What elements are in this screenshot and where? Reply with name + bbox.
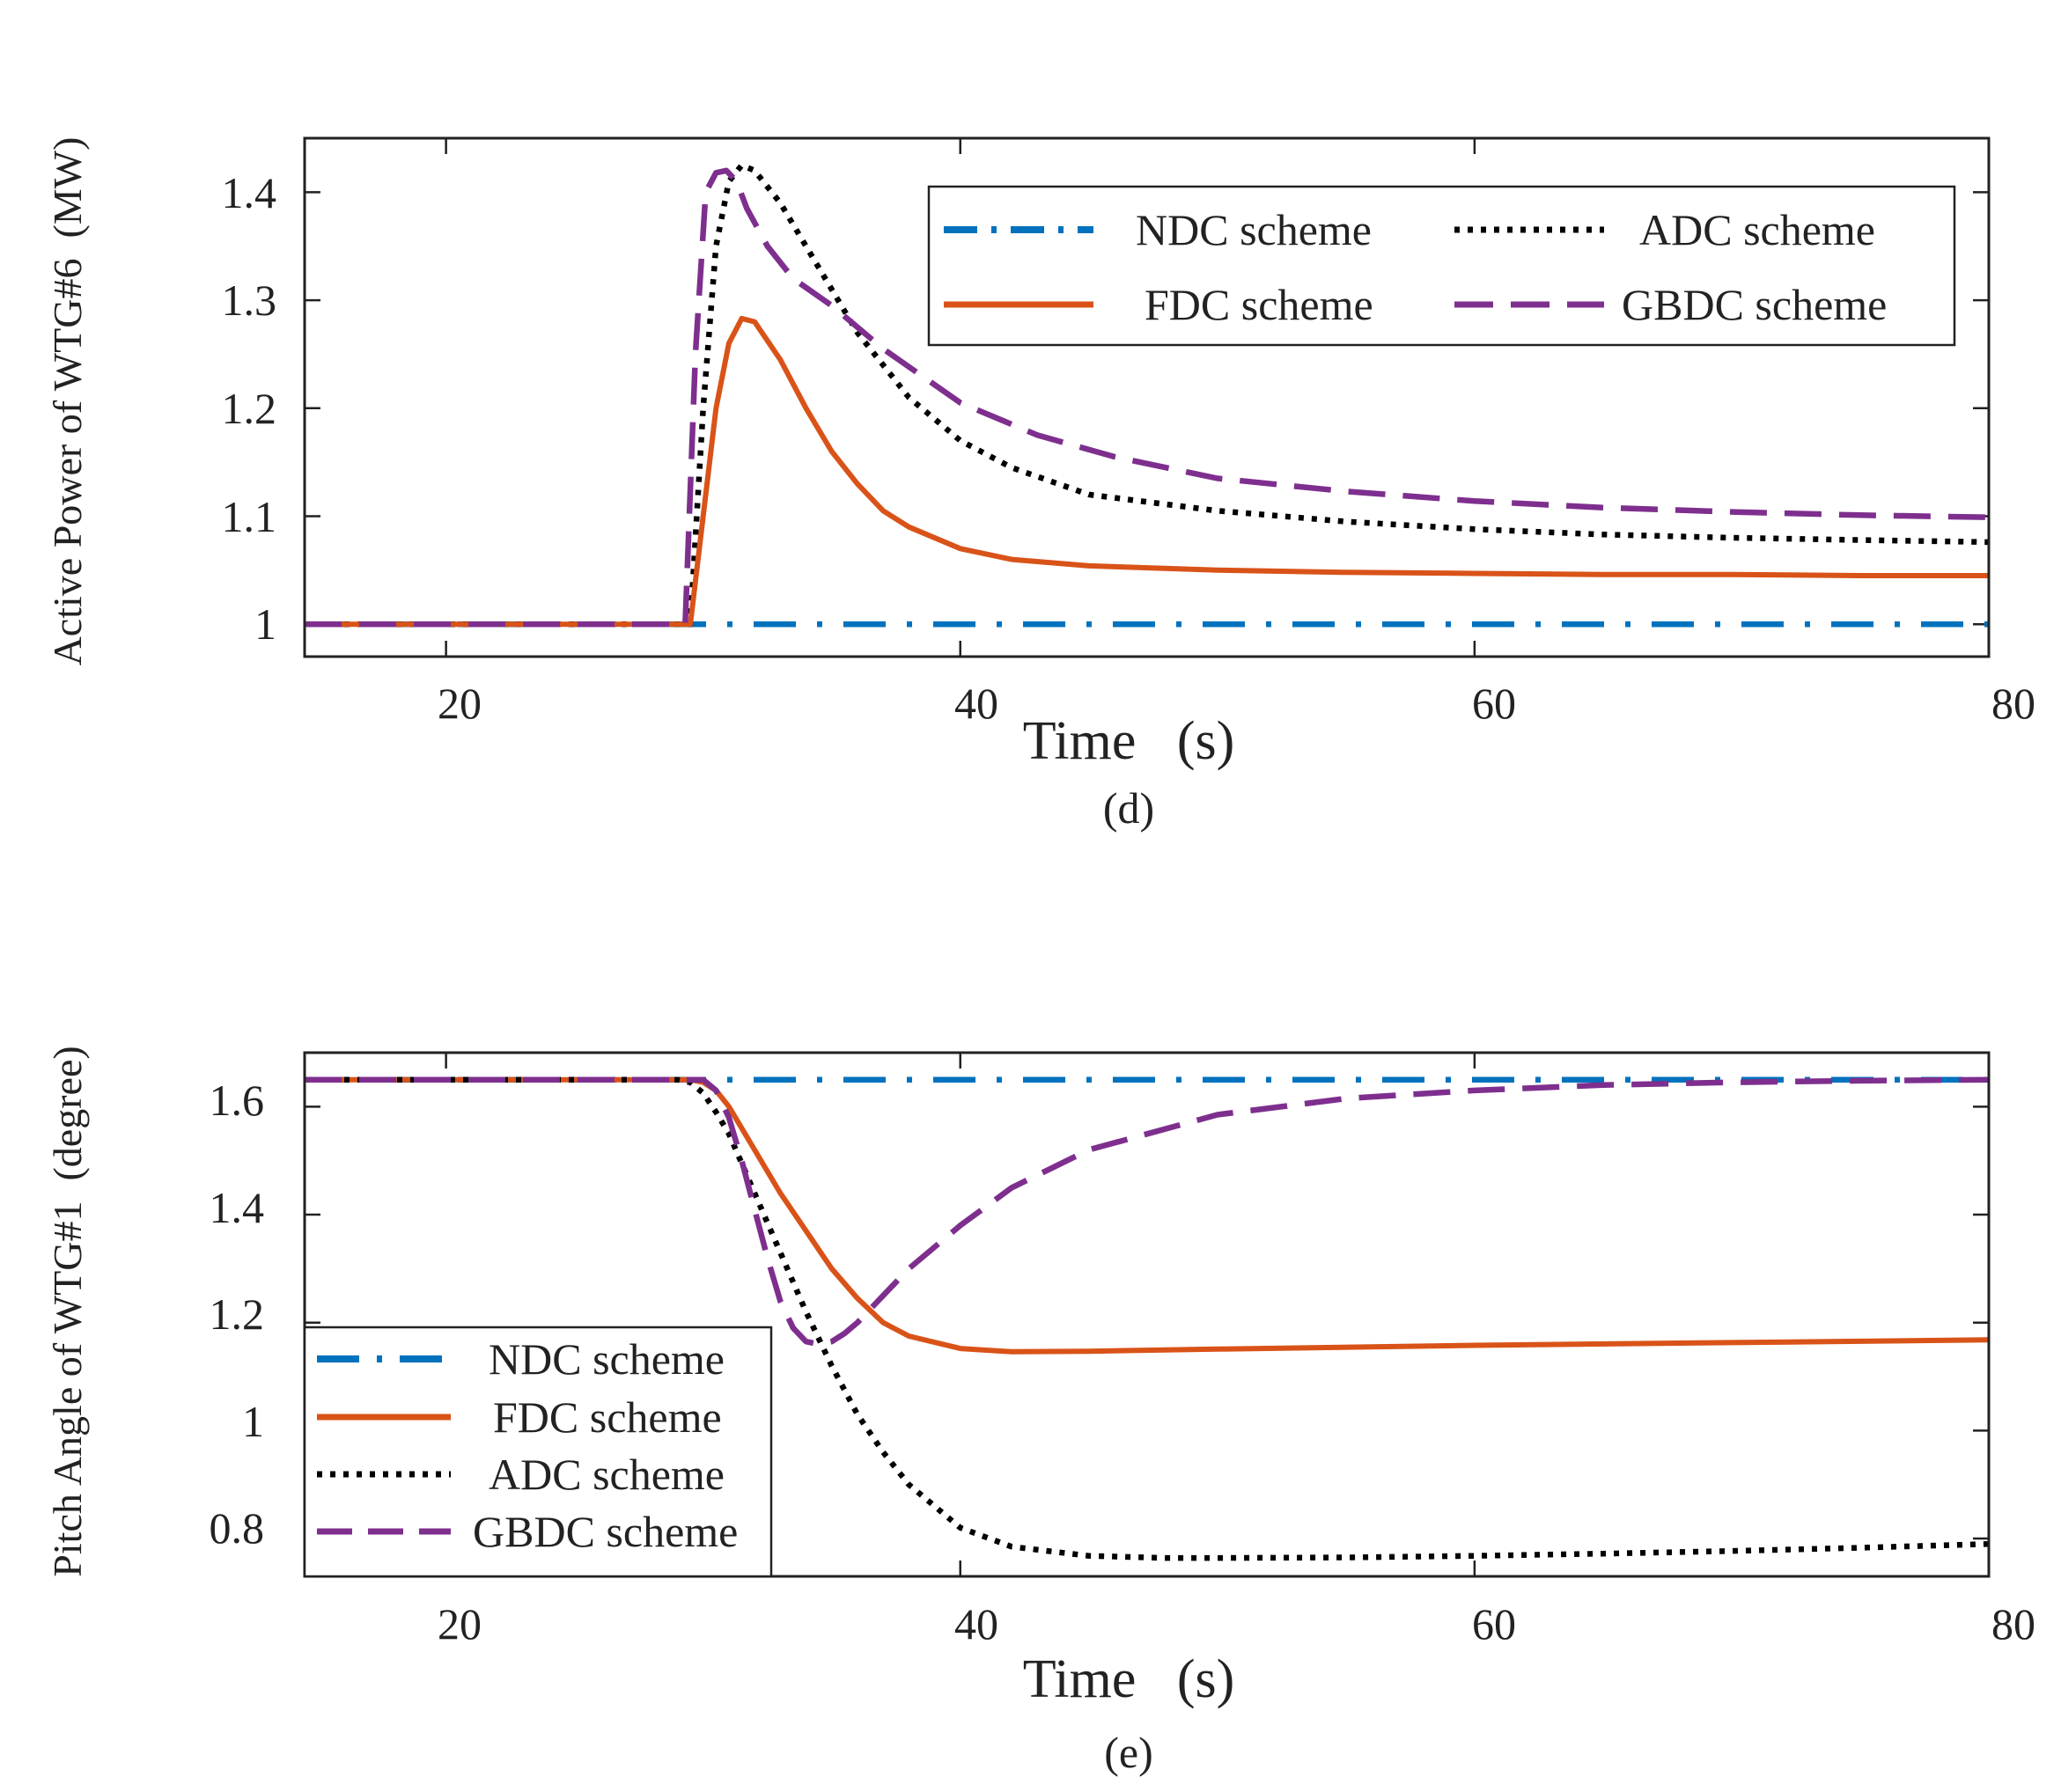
series-line-adc-scheme: [305, 162, 1990, 628]
x-tick-label: 80: [1991, 1599, 2035, 1649]
x-tick-label: 60: [1472, 679, 1516, 728]
y-tick-label: 1: [242, 1397, 264, 1446]
chart-panel-e: 0.8 1 1.2 1.4 1.6 20 40 60 80 Time (s) P…: [45, 1046, 2035, 1777]
series-line-fdc-scheme: [305, 1076, 1990, 1355]
panel-caption: (e): [1104, 1728, 1153, 1777]
x-tick-label: 20: [438, 1599, 482, 1649]
y-tick-label: 1.3: [222, 275, 277, 325]
legend-label-gbdc: GBDC scheme: [473, 1507, 738, 1556]
panel-caption: (d): [1103, 783, 1154, 833]
legend: NDC scheme ADC scheme FDC scheme GBDC sc…: [927, 185, 1956, 347]
x-axis-label: Time (s): [1023, 1649, 1235, 1709]
y-tick-label: 1.2: [210, 1289, 265, 1339]
chart-panel-d: 1 1.1 1.2 1.3 1.4 20 40 60 80 Time (s) A…: [45, 136, 2035, 833]
legend-label-ndc: NDC scheme: [1136, 205, 1372, 254]
x-axis-label: Time (s): [1023, 711, 1235, 771]
legend-label-ndc: NDC scheme: [489, 1334, 725, 1384]
y-tick-label: 1.6: [210, 1076, 265, 1125]
y-tick-label: 1.4: [222, 168, 277, 217]
y-tick-label: 0.8: [210, 1503, 265, 1553]
y-axis-label: Active Power of WTG#6 (MW): [45, 137, 90, 666]
y-axis-label: Pitch Angle of WTG#1 (degree): [45, 1046, 90, 1576]
legend-box: [927, 185, 1956, 347]
y-tick-label: 1.1: [222, 492, 277, 541]
legend-label-fdc: FDC scheme: [1145, 280, 1373, 329]
series-line-fdc-scheme: [305, 315, 1989, 628]
tick-marks: [305, 138, 1991, 657]
series-lines: [305, 162, 1990, 628]
x-tick-label: 80: [1991, 679, 2035, 728]
plot-frame: [303, 136, 1991, 658]
plot-frame: [303, 1051, 1991, 1578]
series-line-adc-scheme: [305, 1076, 1990, 1561]
series-line-gbdc-scheme: [305, 167, 1990, 628]
series-line-gbdc-scheme: [305, 1076, 1990, 1348]
y-tick-label: 1: [254, 599, 276, 649]
x-tick-label: 60: [1472, 1599, 1516, 1649]
x-tick-label: 40: [954, 1599, 998, 1649]
x-tick-label: 20: [438, 679, 482, 728]
series-lines: [305, 1076, 1990, 1561]
x-tick-label: 40: [954, 679, 998, 728]
y-tick-label: 1.2: [222, 384, 277, 433]
legend-label-adc: ADC scheme: [489, 1450, 725, 1499]
legend: NDC scheme FDC scheme ADC scheme GBDC sc…: [303, 1326, 773, 1578]
legend-label-fdc: FDC scheme: [493, 1392, 722, 1442]
legend-label-gbdc: GBDC scheme: [1622, 280, 1887, 329]
y-tick-label: 1.4: [210, 1183, 265, 1232]
legend-label-adc: ADC scheme: [1639, 205, 1875, 254]
legend-box: [303, 1326, 773, 1578]
